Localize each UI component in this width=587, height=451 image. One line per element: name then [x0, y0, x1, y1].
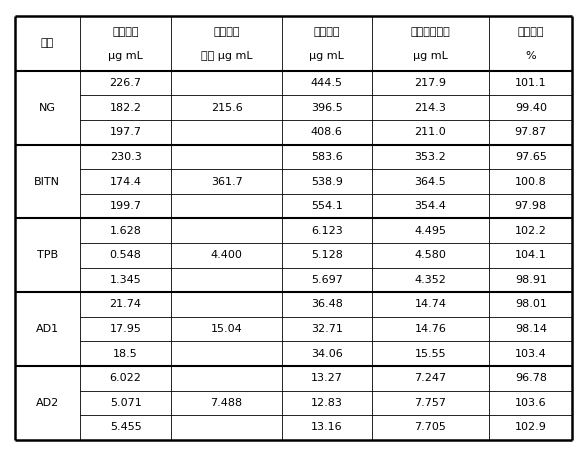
Text: 396.5: 396.5 [311, 103, 343, 113]
Text: 36.48: 36.48 [311, 299, 343, 309]
Text: 17.95: 17.95 [110, 324, 141, 334]
Text: 7.757: 7.757 [414, 398, 447, 408]
Text: 199.7: 199.7 [110, 201, 141, 211]
Text: 14.74: 14.74 [414, 299, 447, 309]
Text: NG: NG [39, 103, 56, 113]
Text: BITN: BITN [34, 176, 60, 187]
Text: %: % [525, 51, 536, 61]
Text: AD2: AD2 [36, 398, 59, 408]
Text: 32.71: 32.71 [311, 324, 343, 334]
Text: 15.55: 15.55 [414, 349, 446, 359]
Text: 101.1: 101.1 [515, 78, 546, 88]
Text: 5.071: 5.071 [110, 398, 141, 408]
Text: 6.022: 6.022 [110, 373, 141, 383]
Text: 104.1: 104.1 [515, 250, 546, 260]
Text: 197.7: 197.7 [110, 127, 141, 138]
Text: 554.1: 554.1 [311, 201, 343, 211]
Text: 102.2: 102.2 [515, 226, 546, 236]
Text: 98.14: 98.14 [515, 324, 547, 334]
Text: μg mL: μg mL [413, 51, 448, 61]
Text: 7.705: 7.705 [414, 423, 446, 433]
Text: 6.123: 6.123 [311, 226, 343, 236]
Text: μg mL: μg mL [309, 51, 344, 61]
Text: μg mL: μg mL [108, 51, 143, 61]
Text: 361.7: 361.7 [211, 176, 242, 187]
Text: 4.400: 4.400 [211, 250, 242, 260]
Text: 97.98: 97.98 [515, 201, 547, 211]
Text: 99.40: 99.40 [515, 103, 547, 113]
Text: 583.6: 583.6 [311, 152, 343, 162]
Text: 217.9: 217.9 [414, 78, 447, 88]
Text: 7.247: 7.247 [414, 373, 447, 383]
Text: 1.628: 1.628 [110, 226, 141, 236]
Text: TPB: TPB [36, 250, 58, 260]
Text: 444.5: 444.5 [311, 78, 343, 88]
Text: 4.352: 4.352 [414, 275, 446, 285]
Text: 215.6: 215.6 [211, 103, 242, 113]
Text: 1.345: 1.345 [110, 275, 141, 285]
Text: 5.455: 5.455 [110, 423, 141, 433]
Text: 230.3: 230.3 [110, 152, 141, 162]
Text: 混合标准: 混合标准 [213, 28, 240, 37]
Text: 回收率，: 回收率， [518, 28, 544, 37]
Text: 174.4: 174.4 [110, 176, 141, 187]
Text: 组分: 组分 [41, 38, 54, 48]
Text: 量， μg mL: 量， μg mL [201, 51, 252, 61]
Text: 4.495: 4.495 [414, 226, 447, 236]
Text: 538.9: 538.9 [311, 176, 343, 187]
Text: 182.2: 182.2 [110, 103, 141, 113]
Text: 96.78: 96.78 [515, 373, 547, 383]
Text: 标准量，: 标准量， [112, 28, 139, 37]
Text: 13.16: 13.16 [311, 423, 342, 433]
Text: AD1: AD1 [36, 324, 59, 334]
Text: 103.6: 103.6 [515, 398, 546, 408]
Text: 408.6: 408.6 [311, 127, 343, 138]
Text: 214.3: 214.3 [414, 103, 446, 113]
Text: 102.9: 102.9 [515, 423, 546, 433]
Text: 98.01: 98.01 [515, 299, 546, 309]
Text: 5.128: 5.128 [311, 250, 343, 260]
Text: 226.7: 226.7 [110, 78, 141, 88]
Text: 18.5: 18.5 [113, 349, 138, 359]
Text: 4.580: 4.580 [414, 250, 446, 260]
Text: 100.8: 100.8 [515, 176, 546, 187]
Text: 0.548: 0.548 [110, 250, 141, 260]
Text: 测定値，: 测定値， [313, 28, 340, 37]
Text: 12.83: 12.83 [311, 398, 343, 408]
Text: 14.76: 14.76 [414, 324, 446, 334]
Text: 5.697: 5.697 [311, 275, 343, 285]
Text: 13.27: 13.27 [311, 373, 343, 383]
Text: 354.4: 354.4 [414, 201, 446, 211]
Text: 98.91: 98.91 [515, 275, 547, 285]
Text: 353.2: 353.2 [414, 152, 446, 162]
Text: 15.04: 15.04 [211, 324, 242, 334]
Text: 34.06: 34.06 [311, 349, 343, 359]
Text: 97.87: 97.87 [515, 127, 547, 138]
Text: 21.74: 21.74 [110, 299, 141, 309]
Text: 103.4: 103.4 [515, 349, 546, 359]
Text: 7.488: 7.488 [211, 398, 242, 408]
Text: 标标测定値，: 标标测定値， [410, 28, 450, 37]
Text: 364.5: 364.5 [414, 176, 446, 187]
Text: 211.0: 211.0 [414, 127, 446, 138]
Text: 97.65: 97.65 [515, 152, 546, 162]
